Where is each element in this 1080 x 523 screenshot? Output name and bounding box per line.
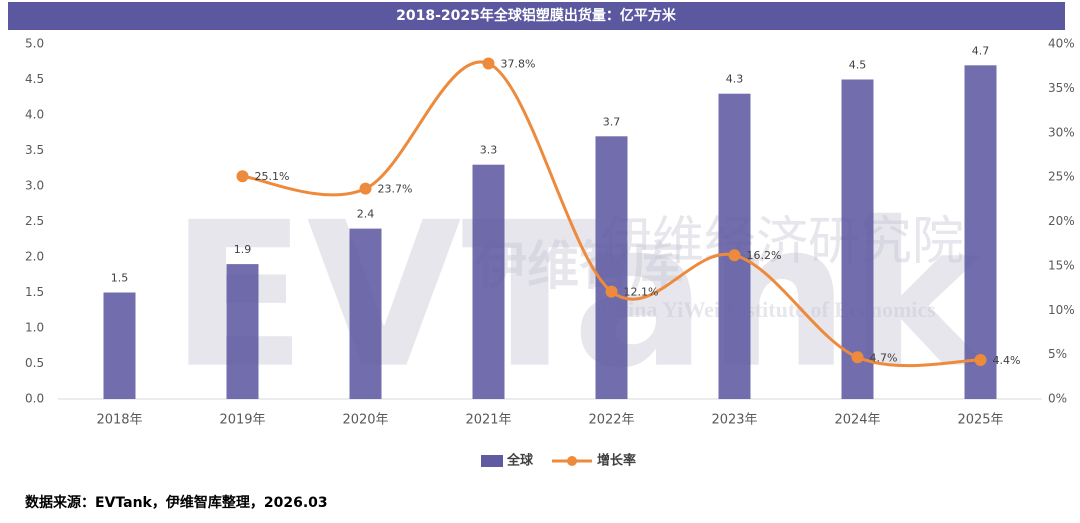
- x-tick-label: 2024年: [834, 413, 880, 428]
- bar: [718, 93, 751, 399]
- y-tick-label: 1.5: [25, 285, 44, 299]
- bar: [349, 228, 382, 399]
- watermark-text: China YiWei Institute of Economics: [600, 297, 936, 322]
- y-tick-label: 3.5: [25, 143, 44, 157]
- data-label: 4.3: [726, 73, 744, 86]
- legend-label: 全球: [506, 453, 534, 469]
- line-marker: [359, 182, 372, 195]
- data-label: 23.7%: [378, 183, 413, 196]
- line-marker: [974, 353, 987, 366]
- data-label: 1.5: [111, 272, 129, 285]
- bar: [103, 292, 136, 399]
- data-label: 16.2%: [747, 249, 782, 262]
- y2-tick-label: 15%: [1048, 258, 1075, 272]
- bar: [472, 164, 505, 399]
- y-tick-label: 3.0: [25, 179, 44, 193]
- data-label: 1.9: [234, 243, 252, 256]
- legend-swatch: [567, 456, 577, 466]
- y2-tick-label: 0%: [1048, 392, 1067, 406]
- line-marker: [728, 249, 741, 262]
- bar: [964, 65, 997, 400]
- data-label: 4.4%: [993, 354, 1021, 367]
- y2-tick-label: 20%: [1048, 214, 1075, 228]
- y-tick-label: 4.5: [25, 72, 44, 86]
- watermark-text: 伊维智库: [474, 237, 683, 297]
- y-tick-label: 1.0: [25, 321, 44, 335]
- x-tick-label: 2023年: [711, 413, 757, 428]
- y-tick-label: 2.0: [25, 250, 44, 264]
- x-tick-label: 2018年: [96, 413, 142, 428]
- line-marker: [851, 351, 864, 364]
- line-marker: [236, 170, 249, 183]
- x-tick-label: 2019年: [219, 413, 265, 428]
- source-note: 数据来源：EVTank，伊维智库整理，2026.03: [25, 494, 328, 511]
- bar: [226, 264, 259, 399]
- y-tick-label: 4.0: [25, 108, 44, 122]
- watermark-text: 伊维经济研究院: [600, 212, 964, 272]
- legend-swatch: [481, 455, 503, 467]
- title-bar: [8, 2, 1065, 30]
- data-label: 4.7%: [870, 351, 898, 364]
- data-label: 37.8%: [501, 58, 536, 71]
- y-tick-label: 0.0: [25, 392, 44, 406]
- y2-tick-label: 5%: [1048, 347, 1067, 361]
- data-label: 2.4: [357, 208, 375, 221]
- data-label: 3.3: [480, 144, 498, 157]
- data-label: 4.5: [849, 59, 867, 72]
- bar: [595, 136, 628, 400]
- x-tick-label: 2021年: [465, 413, 511, 428]
- data-label: 3.7: [603, 115, 621, 128]
- y2-tick-label: 40%: [1048, 37, 1075, 51]
- x-tick-label: 2022年: [588, 413, 634, 428]
- line-marker: [482, 57, 495, 70]
- y2-tick-label: 10%: [1048, 303, 1075, 317]
- y2-tick-label: 35%: [1048, 81, 1075, 95]
- y2-tick-label: 25%: [1048, 170, 1075, 184]
- data-label: 12.1%: [624, 286, 659, 299]
- line-marker: [605, 285, 618, 298]
- y-tick-label: 0.5: [25, 356, 44, 370]
- x-tick-label: 2020年: [342, 413, 388, 428]
- data-label: 4.7: [972, 44, 990, 57]
- bar: [841, 79, 874, 399]
- y-tick-label: 2.5: [25, 214, 44, 228]
- y2-tick-label: 30%: [1048, 125, 1075, 139]
- x-tick-label: 2025年: [957, 413, 1003, 428]
- y-tick-label: 5.0: [25, 37, 44, 51]
- data-label: 25.1%: [255, 170, 290, 183]
- line: [242, 60, 981, 368]
- chart-title: 2018-2025年全球铝塑膜出货量：亿平方米: [396, 7, 677, 24]
- legend-label: 增长率: [597, 453, 636, 469]
